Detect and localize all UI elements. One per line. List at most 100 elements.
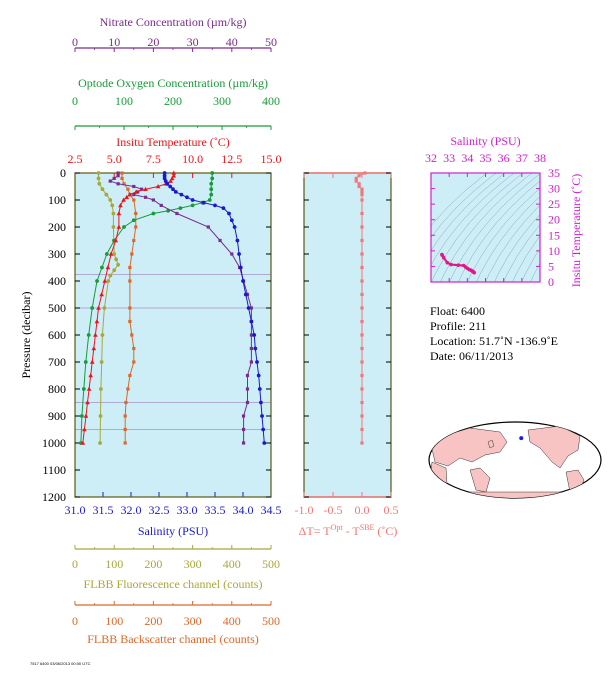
nitrate-point (151, 198, 155, 202)
delta-t-point (360, 211, 364, 216)
delta-t-point (360, 333, 364, 337)
nitrate-point (249, 360, 253, 364)
delta-t-point (357, 184, 361, 189)
ts-contour (485, 204, 540, 282)
fluorescence-axis-tick-label: 0 (72, 557, 78, 571)
backscatter-point (130, 333, 134, 337)
delta-t-point (360, 252, 364, 256)
pressure-axis: 0 100 200 300 400 500 600 700 800 900 1000 1100 1200… (19, 166, 271, 504)
backscatter-point (128, 373, 132, 378)
delta-t-point (363, 171, 367, 175)
delta-t-point (354, 179, 358, 183)
oxygen-point (210, 171, 215, 175)
oxygen-point (100, 265, 104, 270)
ts-point (445, 260, 450, 265)
oxygen-axis-title: Optode Oxygen Concentration (µm/kg) (78, 76, 268, 90)
ts-contour (449, 173, 540, 282)
backscatter-point (132, 346, 136, 351)
salinity-point (162, 173, 167, 178)
footer-text: 7517 6400 03/06/2013 00:00 UTC (30, 661, 91, 666)
nitrate-axis-tick-label: 40 (226, 35, 238, 49)
ts-yaxis-title: Insitu Temperature (˚C) (569, 174, 583, 288)
temperature-point (155, 184, 161, 189)
salinity-point (262, 441, 267, 445)
fluorescence-axis-tick-label: 400 (223, 557, 241, 571)
salinity-tick-label: 32.5 (149, 503, 170, 517)
fluorescence-point (97, 181, 102, 186)
backscatter-point (120, 176, 124, 180)
temperature-point (86, 386, 92, 391)
backscatter-point (120, 171, 124, 175)
temperature-point (80, 440, 86, 445)
backscatter-point (134, 225, 138, 229)
nitrate-point (159, 203, 163, 207)
backscatter-point (126, 387, 130, 391)
pressure-tick-label: 300 (48, 247, 66, 261)
salinity-point (241, 279, 245, 283)
nitrate-point (245, 387, 250, 391)
nitrate-point (116, 182, 120, 186)
temperature-point (133, 189, 139, 194)
oxygen-point (104, 252, 109, 256)
ts-point (449, 262, 453, 267)
nitrate-axis-tick-label: 10 (108, 35, 120, 49)
pressure-tick-label: 900 (48, 409, 66, 423)
oxygen-point (131, 218, 136, 223)
pressure-tick-label: 200 (48, 220, 66, 234)
backscatter-point (124, 400, 128, 405)
fluorescence-point (108, 273, 113, 278)
temperature-axis-title: Insitu Temperature (˚C) (116, 135, 230, 149)
delta-t-point (360, 190, 364, 194)
salinity-point (237, 252, 241, 256)
temperature-point (169, 175, 175, 181)
nitrate-point (218, 238, 222, 243)
backscatter-point (128, 265, 132, 270)
fluorescence-point (96, 176, 101, 181)
temperature-point (127, 192, 133, 197)
pressure-tick-label: 600 (48, 328, 66, 342)
fluorescence-point (100, 333, 105, 337)
nitrate-point (116, 174, 120, 178)
salinity-point (255, 360, 259, 364)
ts-contour (512, 235, 540, 282)
map-land-antarctica (439, 491, 591, 498)
map-land-eurasia (429, 427, 508, 467)
backscatter-axis-tick-label: 100 (105, 614, 123, 628)
fluorescence-line (98, 173, 119, 444)
oxygen-point (86, 333, 91, 337)
delta-t-point (360, 373, 364, 378)
temperature-point (91, 346, 97, 351)
temperature-point (85, 400, 90, 405)
map-land-japan (487, 439, 495, 449)
world-map (428, 421, 602, 499)
salinity-axis: 31.0 31.5 32.0 32.5 33.0 33.5 34.0 34.5 Salinity… (65, 492, 282, 538)
backscatter-series (120, 171, 138, 445)
fluorescence-series (96, 171, 121, 445)
backscatter-point (126, 187, 130, 191)
fluorescence-point (114, 257, 119, 262)
fluorescence-axis-title: FLBB Fluorescence channel (counts) (84, 577, 263, 591)
backscatter-axis-tick-label: 500 (262, 614, 280, 628)
oxygen-point (178, 206, 183, 211)
temperature-point (94, 319, 100, 324)
salinity-point (246, 306, 251, 310)
profile-plot-area (75, 173, 271, 497)
oxygen-point (95, 279, 99, 283)
temperature-point (88, 373, 93, 378)
oxygen-point (79, 414, 84, 418)
salinity-point (173, 190, 178, 194)
backscatter-axis-title: FLBB Backscatter channel (counts) (87, 632, 259, 646)
backscatter-point (123, 441, 127, 445)
ts-contour (494, 213, 540, 282)
oxygen-point (81, 387, 86, 391)
pressure-tick-label: 400 (48, 274, 66, 288)
salinity-point (190, 198, 195, 202)
fluorescence-point (98, 414, 103, 418)
location: Location: 51.7˚N -136.9˚E (430, 334, 558, 348)
salinity-point (256, 373, 261, 378)
backscatter-axis-tick-label: 400 (223, 614, 241, 628)
fluorescence-point (106, 279, 111, 283)
temperature-point (121, 197, 126, 202)
delta-t-point (360, 441, 364, 445)
